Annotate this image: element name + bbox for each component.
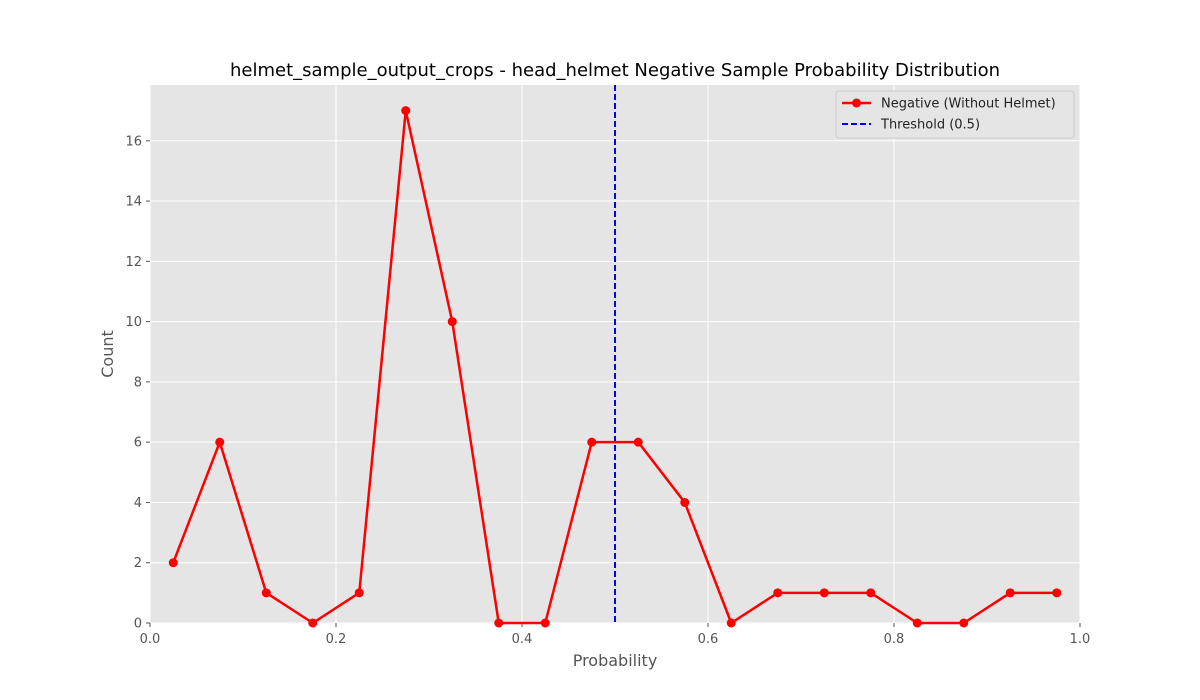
data-point: [1005, 588, 1015, 598]
x-tick-label: 0.4: [512, 632, 533, 647]
y-axis-label: Count: [98, 330, 117, 378]
chart-title: helmet_sample_output_crops - head_helmet…: [230, 60, 1000, 81]
data-point: [261, 588, 271, 598]
series-line: [172, 109, 1057, 625]
legend-series-label: Negative (Without Helmet): [881, 97, 1056, 112]
legend-box: [835, 90, 1075, 139]
data-point: [447, 317, 457, 327]
y-tick-label: 2: [134, 556, 142, 571]
data-point: [680, 497, 690, 507]
y-tick-label: 8: [134, 375, 142, 390]
data-point: [354, 588, 364, 598]
y-tick-label: 10: [125, 315, 142, 330]
data-point: [494, 618, 504, 628]
legend: Negative (Without Helmet) Threshold (0.5…: [835, 90, 1075, 139]
legend-threshold-label: Threshold (0.5): [880, 118, 980, 133]
x-tick-label: 0.6: [698, 632, 719, 647]
data-point: [773, 588, 783, 598]
y-tick-label: 6: [134, 436, 142, 451]
series-layer: [168, 106, 1062, 628]
data-point: [726, 618, 736, 628]
x-axis-label: Probability: [573, 651, 658, 670]
data-point: [401, 106, 411, 116]
y-tick-label: 14: [125, 195, 142, 210]
data-point: [168, 558, 178, 568]
legend-series-marker: [852, 98, 861, 108]
plot-background: [150, 85, 1080, 623]
data-point: [540, 618, 550, 628]
data-point: [587, 437, 597, 447]
y-tick-label: 0: [134, 617, 142, 632]
data-point: [1052, 588, 1062, 598]
x-tick-label: 0.0: [140, 632, 161, 647]
data-point: [819, 588, 829, 598]
y-tick-label: 16: [125, 134, 142, 149]
data-point: [215, 437, 225, 447]
data-point: [866, 588, 876, 598]
x-tick-label: 1.0: [1070, 632, 1091, 647]
data-point: [308, 618, 318, 628]
y-tick-label: 12: [125, 255, 142, 270]
ticks: 0.0 0.2 0.4 0.6 0.8 1.0 0 2 4 6 8 10 12 14 16: [125, 134, 1090, 647]
data-point: [633, 437, 643, 447]
y-tick-label: 4: [134, 496, 142, 511]
data-point: [959, 618, 969, 628]
x-tick-label: 0.2: [326, 632, 347, 647]
data-point: [912, 618, 922, 628]
x-tick-label: 0.8: [884, 632, 905, 647]
